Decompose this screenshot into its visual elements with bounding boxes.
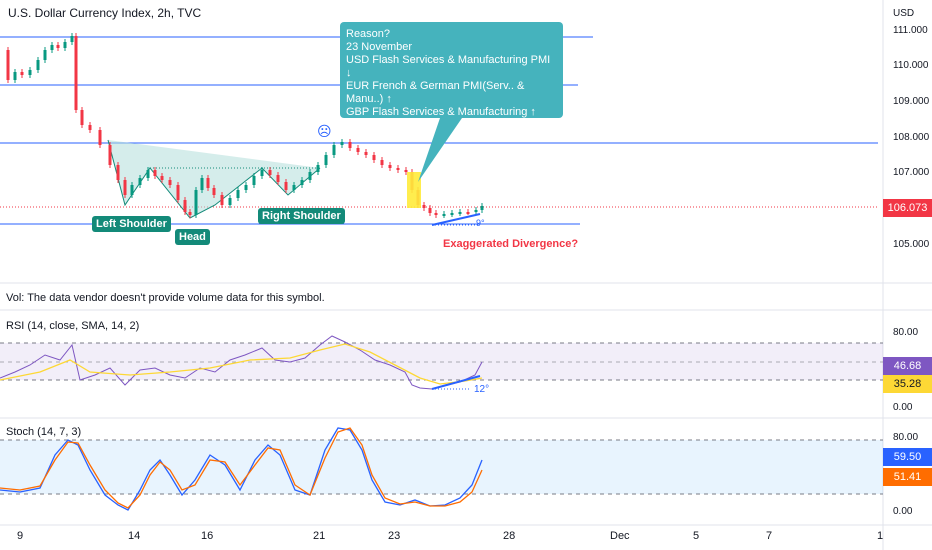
rsi-sma-tag: 35.28 (883, 375, 932, 393)
time-tick: 21 (313, 530, 326, 542)
annotation-line: EUR French & German PMI(Serv.. & Manu..)… (346, 80, 525, 105)
price-tick: 107.000 (893, 167, 930, 178)
time-tick: 7 (766, 530, 773, 542)
time-tick: 5 (693, 530, 700, 542)
annotation-line: GBP Flash Services & Manufacturing ↑ (346, 106, 536, 118)
volume-notice: Vol: The data vendor doesn't provide vol… (6, 292, 325, 304)
price-tick: 110.000 (893, 60, 929, 71)
stoch-k-tag: 59.50 (883, 448, 932, 466)
rsi-tick: 80.00 (893, 327, 919, 338)
rsi-angle-label: 12° (474, 384, 490, 395)
divergence-label: Exaggerated Divergence? (443, 238, 579, 250)
time-tick: 16 (201, 530, 214, 542)
price-tick: 108.000 (893, 132, 930, 143)
time-tick: 9 (17, 530, 24, 542)
chart-title: U.S. Dollar Currency Index, 2h, TVC (8, 6, 202, 20)
time-tick: 14 (128, 530, 141, 542)
right-shoulder-label: Right Shoulder (258, 208, 345, 224)
price-angle-label: 9° (476, 218, 485, 228)
time-tick: Dec (610, 530, 630, 542)
sad-face-icon: ☹ (317, 123, 332, 139)
rsi-value-tag: 46.68 (883, 357, 932, 375)
price-tick: 111.000 (893, 25, 928, 36)
time-tick: 1 (877, 530, 884, 542)
annotation-line: Reason? (346, 28, 391, 40)
stoch-d-tag: 51.41 (883, 468, 932, 486)
annotation-line: USD Flash Services & Manufacturing PMI ↓ (346, 54, 551, 79)
currency-label: USD (893, 8, 915, 19)
head-label: Head (175, 229, 210, 245)
annotation-callout[interactable]: Reason? 23 November USD Flash Services &… (340, 22, 563, 118)
stoch-title: Stoch (14, 7, 3) (6, 426, 82, 438)
rsi-tick: 0.00 (893, 402, 913, 413)
price-tick: 109.000 (893, 96, 930, 107)
rsi-title: RSI (14, close, SMA, 14, 2) (6, 320, 140, 332)
annotation-line: 23 November (346, 41, 413, 53)
stoch-tick: 0.00 (893, 506, 913, 517)
time-tick: 23 (388, 530, 401, 542)
current-price-tag: 106.073 (883, 199, 932, 217)
left-shoulder-label: Left Shoulder (92, 216, 171, 232)
price-tick: 105.000 (893, 239, 930, 250)
stoch-tick: 80.00 (893, 432, 919, 443)
time-tick: 28 (503, 530, 516, 542)
